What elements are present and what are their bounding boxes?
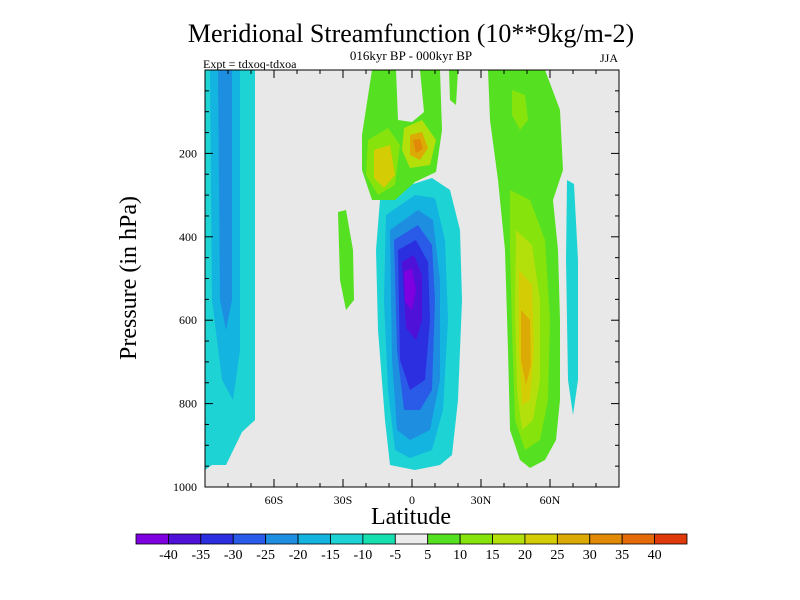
colorbar-swatch [621, 533, 655, 545]
x-tick-label: 30N [471, 493, 492, 507]
colorbar-label: -15 [321, 548, 340, 563]
y-tick-label: 600 [179, 313, 197, 327]
colorbar-swatch [135, 533, 169, 545]
colorbar-swatch [654, 533, 688, 545]
chart-subtitle: 016kyr BP - 000kyr BP [350, 48, 472, 63]
colorbar-swatch [459, 533, 493, 545]
colorbar-swatch [427, 533, 461, 545]
colorbar-label: 30 [583, 548, 597, 563]
colorbar: -40 -35 -30 -25 -20 -15 -10 -5 5 10 15 20 25 30 35 40 [135, 533, 688, 563]
colorbar-swatch [200, 533, 234, 545]
colorbar-swatch [394, 533, 429, 545]
colorbar-swatch [265, 533, 299, 545]
contour-upper-positive-b [374, 145, 395, 188]
colorbar-label: -40 [159, 548, 178, 563]
contour-upper-positive-peak [413, 139, 423, 153]
x-tick-label: 60S [265, 493, 284, 507]
contour-positive-patch-2 [338, 210, 354, 310]
colorbar-swatch [362, 533, 396, 545]
season-label: JJA [600, 51, 618, 65]
colorbar-label: -5 [389, 548, 401, 563]
colorbar-label: 15 [486, 548, 500, 563]
x-tick-label: 60N [540, 493, 561, 507]
x-axis: 60S 30S 0 30N 60N [227, 70, 597, 507]
contour-sh-cell-inner [218, 70, 232, 330]
y-axis-label: Pressure (in hPa) [116, 196, 142, 360]
x-tick-label: 30S [334, 493, 353, 507]
colorbar-swatch [330, 533, 364, 545]
contour-fills [205, 70, 578, 470]
colorbar-label: 10 [453, 548, 467, 563]
y-axis: 200 400 600 800 1000 [173, 90, 619, 494]
colorbar-label: -35 [191, 548, 210, 563]
contour-tropical-peak [404, 268, 416, 310]
colorbar-swatch [524, 533, 558, 545]
y-tick-label: 200 [179, 146, 197, 160]
x-tick-label: 0 [409, 493, 415, 507]
experiment-label: Expt = tdxoq-tdxoa [203, 57, 297, 71]
colorbar-swatch [492, 533, 526, 545]
colorbar-swatch [168, 533, 202, 545]
colorbar-swatch [589, 533, 623, 545]
colorbar-label: -20 [289, 548, 308, 563]
colorbar-label: -25 [256, 548, 275, 563]
contour-positive-patch-1 [449, 70, 458, 105]
colorbar-label: 35 [615, 548, 629, 563]
contour-nh-high-negative [566, 180, 578, 415]
colorbar-label: 5 [424, 548, 431, 563]
colorbar-swatch [232, 533, 267, 545]
contour-nh-cell-l3 [512, 90, 528, 130]
y-tick-label: 800 [179, 397, 197, 411]
colorbar-label: -10 [354, 548, 373, 563]
colorbar-label: 40 [648, 548, 662, 563]
chart-title: Meridional Streamfunction (10**9kg/m-2) [188, 19, 634, 48]
colorbar-label: 25 [550, 548, 564, 563]
colorbar-label: 20 [518, 548, 532, 563]
colorbar-swatch [297, 533, 331, 545]
contour-nh-cell-core [521, 310, 531, 385]
y-tick-label: 400 [179, 230, 197, 244]
colorbar-label: -30 [224, 548, 243, 563]
colorbar-swatch [556, 533, 591, 545]
y-tick-label: 1000 [173, 480, 197, 494]
x-axis-label: Latitude [371, 504, 451, 530]
